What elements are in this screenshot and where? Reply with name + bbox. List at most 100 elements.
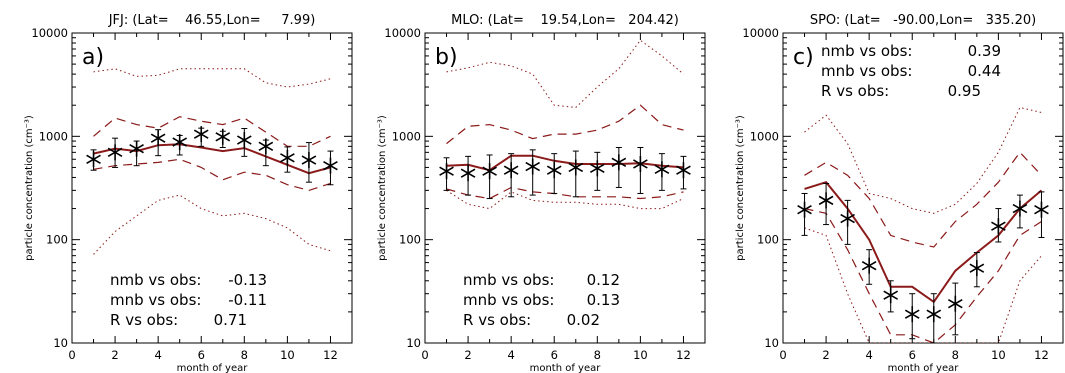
y-tick-label: 1000 xyxy=(392,129,421,143)
x-tick-label: 8 xyxy=(241,348,248,362)
observation-marker xyxy=(439,163,454,180)
x-tick-label: 8 xyxy=(952,348,959,362)
observation-marker xyxy=(676,162,691,179)
y-tick-label: 1000 xyxy=(750,129,779,143)
x-tick-label: 6 xyxy=(551,348,558,362)
y-tick-label: 10 xyxy=(53,336,68,350)
y-tick-label: 100 xyxy=(46,233,68,247)
observation-marker xyxy=(236,132,252,149)
observation-marker xyxy=(589,160,605,177)
panel-letter: a) xyxy=(82,45,104,70)
x-tick-label: 10 xyxy=(280,348,295,362)
stat-label: nmb vs obs: xyxy=(110,271,201,289)
x-tick-label: 0 xyxy=(421,348,428,362)
x-axis-label: month of year xyxy=(177,363,249,373)
outer-low-dotted-line xyxy=(446,189,684,210)
panel-letter: c) xyxy=(793,45,814,70)
x-tick-label: 12 xyxy=(1034,348,1049,362)
x-tick-label: 8 xyxy=(594,348,601,362)
outer-low-dotted-line xyxy=(93,194,331,255)
inner-high-dashed-line xyxy=(93,116,331,147)
observation-marker xyxy=(301,152,317,169)
observation-marker xyxy=(150,130,166,147)
inner-high-dashed-line xyxy=(804,151,1042,248)
y-axis-label: particle concentration (cm⁻³) xyxy=(377,115,388,261)
panel-1: JFJ: (Lat= 46.55,Lon= 7.99) 0 2 4 6 8 10 12 10 10… xyxy=(24,13,353,373)
stat-label: nmb vs obs: xyxy=(821,42,912,60)
x-tick-label: 2 xyxy=(111,348,118,362)
y-tick-label: 10 xyxy=(406,336,421,350)
x-tick-label: 0 xyxy=(68,348,75,362)
x-tick-label: 12 xyxy=(323,348,338,362)
y-tick-label: 100 xyxy=(757,233,779,247)
x-tick-label: 4 xyxy=(507,348,514,362)
stat-value: -0.13 xyxy=(228,271,267,289)
observation-marker xyxy=(525,158,541,175)
stat-value: 0.44 xyxy=(968,62,1001,80)
inner-low-dashed-line xyxy=(93,158,331,192)
observation-marker xyxy=(654,161,670,178)
stat-label: mnb vs obs: xyxy=(110,291,201,309)
observation-marker xyxy=(193,126,209,143)
observation-marker xyxy=(568,159,584,176)
observation-marker xyxy=(482,163,497,180)
x-axis-label: month of year xyxy=(530,363,602,373)
observation-marker xyxy=(1012,200,1028,217)
x-tick-label: 4 xyxy=(154,348,161,362)
x-tick-label: 12 xyxy=(676,348,691,362)
y-tick-label: 10000 xyxy=(384,26,421,40)
observation-marker xyxy=(503,162,519,179)
panel-title: MLO: (Lat= 19.54,Lon= 204.42) xyxy=(451,13,679,28)
y-axis-label: particle concentration (cm⁻³) xyxy=(735,115,746,261)
observation-marker xyxy=(460,165,476,182)
x-tick-label: 2 xyxy=(822,348,829,362)
observation-marker xyxy=(280,149,295,166)
outer-high-dotted-line xyxy=(93,68,331,88)
observation-marker xyxy=(611,154,627,171)
observation-marker xyxy=(926,306,942,323)
observation-marker xyxy=(797,201,812,218)
model-median-line xyxy=(93,143,331,175)
y-tick-label: 10000 xyxy=(31,26,68,40)
inner-low-dashed-line xyxy=(804,208,1042,343)
observation-marker xyxy=(991,218,1006,235)
y-axis-label: particle concentration (cm⁻³) xyxy=(24,115,35,261)
y-tick-label: 1000 xyxy=(39,129,68,143)
observation-marker xyxy=(883,287,899,304)
model-median-line xyxy=(804,181,1043,304)
stats-block: nmb vs obs: 0.12 mnb vs obs: 0.13 R vs obs: 0… xyxy=(463,271,620,329)
observation-marker xyxy=(215,128,231,145)
inner-low-dashed-line xyxy=(446,186,684,200)
model-median-line xyxy=(446,154,684,172)
observation-marker xyxy=(904,306,920,323)
x-tick-label: 6 xyxy=(198,348,205,362)
stat-label: R vs obs: xyxy=(463,311,531,329)
model-lines xyxy=(446,39,684,210)
model-lines xyxy=(93,68,331,255)
x-tick-label: 2 xyxy=(464,348,471,362)
observation-marker xyxy=(172,134,188,151)
stat-label: mnb vs obs: xyxy=(463,291,554,309)
stat-value: 0.12 xyxy=(587,271,620,289)
y-tick-label: 10000 xyxy=(742,26,779,40)
observation-marker xyxy=(818,192,834,209)
stat-label: mnb vs obs: xyxy=(821,62,912,80)
stat-value: 0.13 xyxy=(587,291,620,309)
observation-marker xyxy=(947,295,963,312)
x-tick-label: 0 xyxy=(779,348,786,362)
observation-marker xyxy=(258,138,274,155)
outer-high-dotted-line xyxy=(804,106,1042,214)
y-tick-label: 100 xyxy=(399,233,421,247)
stats-block: nmb vs obs: 0.39 mnb vs obs: 0.44 R vs obs: 0… xyxy=(821,42,1001,100)
plot-frame xyxy=(424,32,706,344)
stat-label: nmb vs obs: xyxy=(463,271,554,289)
observations xyxy=(439,146,691,200)
x-tick-label: 4 xyxy=(865,348,872,362)
stat-value: 0.39 xyxy=(968,42,1001,60)
observation-marker xyxy=(129,140,144,157)
panel-title: JFJ: (Lat= 46.55,Lon= 7.99) xyxy=(108,13,316,28)
stat-value: 0.02 xyxy=(567,311,600,329)
stat-value: 0.95 xyxy=(948,82,981,100)
observations xyxy=(86,126,338,186)
